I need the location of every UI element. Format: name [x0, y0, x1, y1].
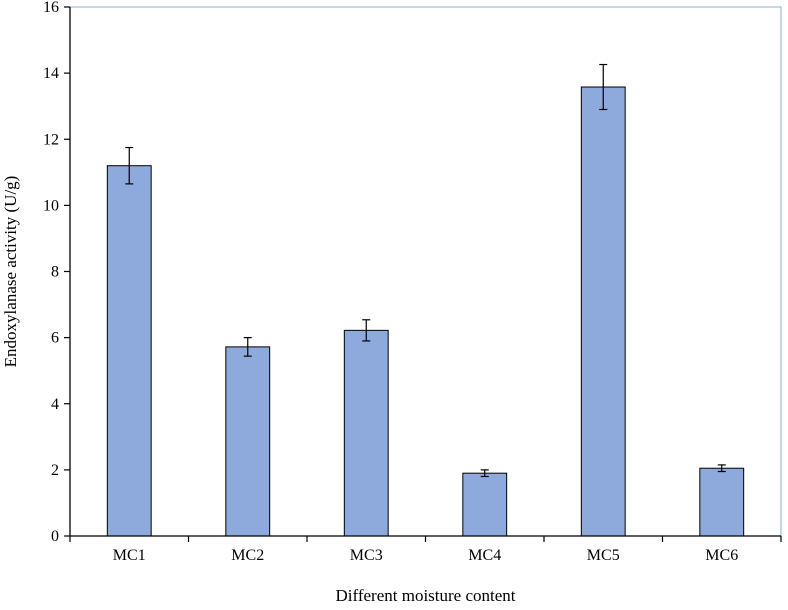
y-axis-title: Endoxylanase activity (U/g)	[1, 176, 20, 368]
y-axis: 0 2 4 6 8 10 12 14 16	[43, 0, 71, 545]
bar-mc1	[106, 165, 152, 537]
y-tick-label: 8	[51, 264, 59, 281]
x-axis: MC1 MC2 MC3 MC4 MC5 MC6	[69, 535, 782, 564]
y-tick-label: 0	[51, 528, 59, 545]
x-tick-label: MC4	[468, 547, 501, 564]
bar-mc3	[343, 329, 389, 537]
bars-layer	[106, 86, 745, 537]
x-tick-label: MC1	[113, 547, 146, 564]
y-tick-label: 14	[43, 65, 59, 82]
y-tick-label: 6	[51, 330, 59, 347]
y-tick-label: 10	[43, 197, 59, 214]
x-axis-title: Different moisture content	[335, 586, 515, 605]
plot-frame	[69, 6, 782, 537]
x-tick-label: MC3	[350, 547, 383, 564]
y-tick-label: 2	[51, 462, 59, 479]
bar-mc6	[699, 467, 745, 537]
x-tick-label: MC6	[705, 547, 738, 564]
y-tick-label: 4	[51, 396, 59, 413]
bar-mc2	[225, 346, 271, 537]
x-tick-label: MC5	[587, 547, 620, 564]
bar-mc4	[462, 472, 508, 537]
bar-mc5	[580, 86, 626, 537]
y-tick-label: 16	[43, 0, 59, 16]
y-tick-label: 12	[43, 131, 59, 148]
x-tick-label: MC2	[231, 547, 264, 564]
error-bars-layer	[125, 63, 726, 478]
